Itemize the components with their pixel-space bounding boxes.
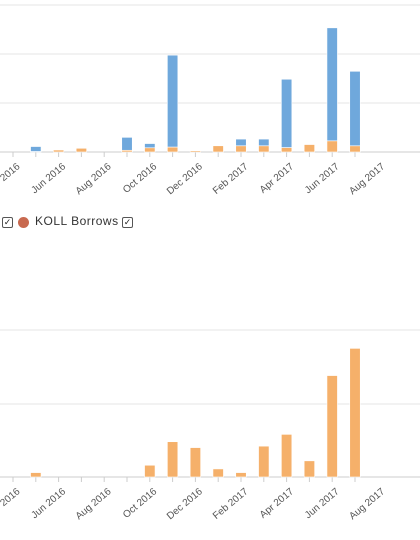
bar-blue-6[interactable] <box>144 143 156 149</box>
x-tick-label: Jun 2017 <box>303 486 342 521</box>
x-tick-label: Aug 2016 <box>74 486 114 522</box>
x-tick-label: 2016 <box>0 486 23 509</box>
bar-blue-11[interactable] <box>258 138 270 147</box>
bar-blue-10[interactable] <box>235 138 247 147</box>
bar-orange-10[interactable] <box>235 145 247 153</box>
legend-checkbox-previous[interactable]: ✓ <box>2 217 13 228</box>
legend: ✓ KOLL Borrows ✓ <box>0 214 420 232</box>
x-tick-label: Feb 2017 <box>211 161 251 197</box>
bar-orange-11[interactable] <box>258 145 270 153</box>
bar-orange-6[interactable] <box>144 464 156 478</box>
top-stacked-bar-chart: 2016 Jun 2016 Aug 2016 Oct 2016 Dec 2016 Feb … <box>0 4 420 197</box>
bar-orange-11[interactable] <box>258 445 270 478</box>
bar-orange-2[interactable] <box>53 149 65 153</box>
x-tick-label: Oct 2016 <box>121 161 159 196</box>
bar-orange-8[interactable] <box>189 150 201 153</box>
x-tick-label: Dec 2016 <box>165 161 205 197</box>
bar-orange-8[interactable] <box>189 447 201 478</box>
legend-dot-koll-borrows <box>18 217 29 228</box>
x-tick-label: Jun 2016 <box>29 486 68 521</box>
bar-blue-1[interactable] <box>30 146 42 152</box>
bar-blue-7[interactable] <box>167 54 179 148</box>
bar-orange-14[interactable] <box>326 140 338 153</box>
bar-blue-14[interactable] <box>326 27 338 142</box>
bar-orange-9[interactable] <box>212 145 224 153</box>
bar-orange-15[interactable] <box>349 145 361 153</box>
bar-orange-12[interactable] <box>281 147 293 153</box>
legend-label-koll-borrows: KOLL Borrows <box>35 214 119 228</box>
x-tick-label: Dec 2016 <box>165 486 205 522</box>
legend-checkbox-koll-borrows[interactable]: ✓ <box>122 217 133 228</box>
bar-orange-6[interactable] <box>144 147 156 153</box>
bar-blue-12[interactable] <box>281 78 293 148</box>
x-tick-label: Aug 2017 <box>347 161 387 197</box>
x-tick-label: Apr 2017 <box>258 486 296 521</box>
bar-orange-3[interactable] <box>75 147 87 153</box>
bar-orange-15[interactable] <box>349 348 361 478</box>
x-tick-label: Jun 2016 <box>29 161 68 196</box>
x-tick-label: Aug 2016 <box>74 161 114 197</box>
bar-orange-7[interactable] <box>167 146 179 153</box>
bar-orange-13[interactable] <box>303 144 315 153</box>
bar-orange-7[interactable] <box>167 441 179 478</box>
x-tick-label: 2016 <box>0 161 23 184</box>
bar-orange-14[interactable] <box>326 375 338 478</box>
bar-orange-9[interactable] <box>212 468 224 478</box>
bar-blue-5[interactable] <box>121 137 133 151</box>
x-tick-label: Oct 2016 <box>121 486 159 521</box>
bar-blue-15[interactable] <box>349 70 361 147</box>
x-tick-label: Jun 2017 <box>303 161 342 196</box>
bar-orange-12[interactable] <box>281 434 293 478</box>
bar-orange-10[interactable] <box>235 472 247 478</box>
bar-orange-13[interactable] <box>303 460 315 478</box>
x-tick-label: Aug 2017 <box>347 486 387 522</box>
x-tick-label: Apr 2017 <box>258 161 296 196</box>
bar-orange-1[interactable] <box>30 472 42 478</box>
x-tick-label: Feb 2017 <box>211 486 251 522</box>
